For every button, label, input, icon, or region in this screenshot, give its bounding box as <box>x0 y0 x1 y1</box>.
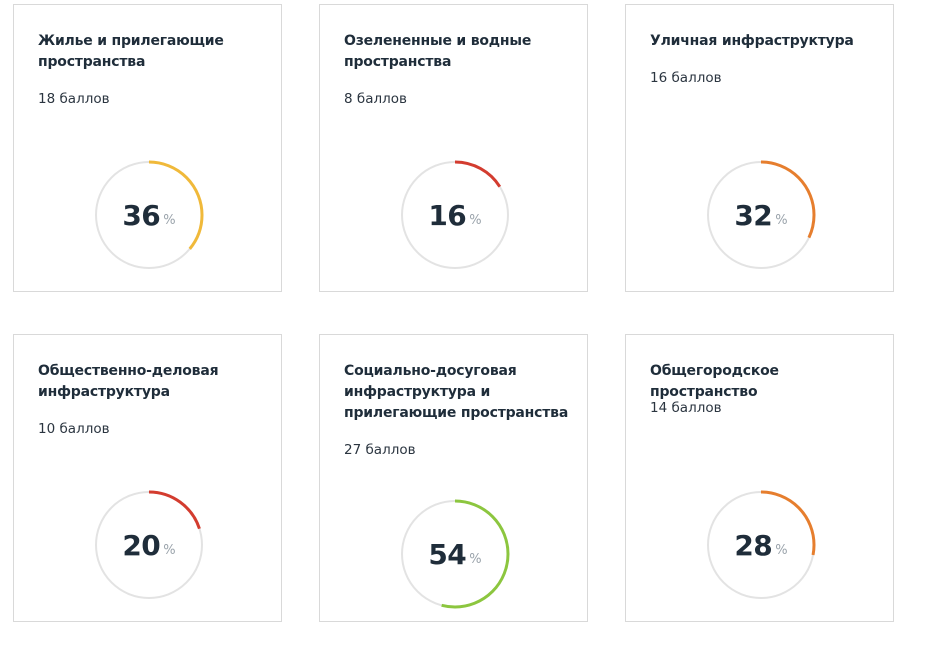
percent-gauge: 54% <box>400 499 510 609</box>
card-title: Общегородское пространство <box>650 363 779 400</box>
percent-gauge: 28% <box>706 490 816 600</box>
gauge-percent-unit: % <box>775 212 788 228</box>
card-title: Социально-досуговая инфраструктура и при… <box>344 363 569 421</box>
gauge-arc <box>706 490 816 600</box>
gauge-percent-unit: % <box>775 542 788 558</box>
card-score: 8 баллов <box>344 91 407 107</box>
percent-gauge: 16% <box>400 160 510 270</box>
card-title: Жилье и прилегающие пространства <box>38 33 224 70</box>
category-card-social-leisure: Социально-досуговая инфраструктура и при… <box>319 334 588 622</box>
percent-gauge: 32% <box>706 160 816 270</box>
category-card-green-water: Озелененные и водные пространства 8 балл… <box>319 4 588 292</box>
gauge-arc <box>400 160 510 270</box>
gauge-percent-unit: % <box>163 542 176 558</box>
gauge-percent-value: 54 <box>428 537 467 571</box>
gauge-percent-unit: % <box>469 212 482 228</box>
gauge-percent-unit: % <box>469 551 482 567</box>
card-title: Озелененные и водные пространства <box>344 33 532 70</box>
gauge-arc <box>94 490 204 600</box>
card-score: 18 баллов <box>38 91 110 107</box>
card-title: Уличная инфраструктура <box>650 33 854 49</box>
card-title: Общественно-деловая инфраструктура <box>38 363 219 400</box>
card-score: 16 баллов <box>650 70 722 86</box>
category-card-citywide: Общегородское пространство 14 баллов 28% <box>625 334 894 622</box>
category-card-housing: Жилье и прилегающие пространства 18 балл… <box>13 4 282 292</box>
card-score: 10 баллов <box>38 421 110 437</box>
gauge-percent-value: 28 <box>734 528 773 562</box>
category-card-street: Уличная инфраструктура 16 баллов 32% <box>625 4 894 292</box>
gauge-percent-unit: % <box>163 212 176 228</box>
gauge-percent-value: 36 <box>122 198 161 232</box>
gauge-arc <box>94 160 204 270</box>
gauge-percent-value: 16 <box>428 198 467 232</box>
percent-gauge: 20% <box>94 490 204 600</box>
gauge-percent-value: 32 <box>734 198 773 232</box>
gauge-arc <box>400 499 510 609</box>
card-score: 14 баллов <box>650 400 722 416</box>
gauge-percent-value: 20 <box>122 528 161 562</box>
gauge-arc <box>706 160 816 270</box>
card-score: 27 баллов <box>344 442 416 458</box>
category-card-business: Общественно-деловая инфраструктура 10 ба… <box>13 334 282 622</box>
percent-gauge: 36% <box>94 160 204 270</box>
